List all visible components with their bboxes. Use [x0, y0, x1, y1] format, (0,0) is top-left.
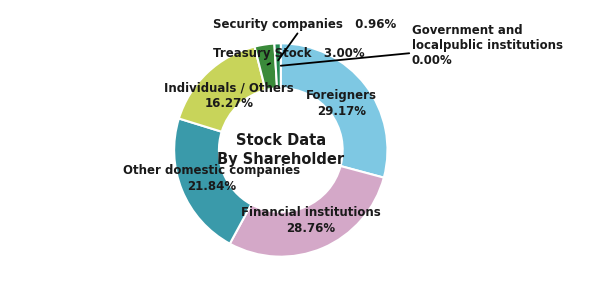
Text: Individuals / Others
16.27%: Individuals / Others 16.27% [164, 81, 294, 110]
Wedge shape [274, 43, 281, 88]
Wedge shape [179, 46, 266, 132]
Wedge shape [230, 166, 384, 257]
Text: Financial institutions
28.76%: Financial institutions 28.76% [241, 206, 381, 235]
Wedge shape [174, 118, 251, 244]
Text: Security companies   0.96%: Security companies 0.96% [212, 18, 396, 60]
Text: Other domestic companies
21.84%: Other domestic companies 21.84% [123, 164, 300, 193]
Text: Government and
localpublic institutions
0.00%: Government and localpublic institutions … [281, 24, 563, 67]
Text: Foreigners
29.17%: Foreigners 29.17% [306, 89, 377, 118]
Text: Stock Data
By Shareholder: Stock Data By Shareholder [217, 133, 344, 167]
Wedge shape [254, 44, 277, 90]
Text: Treasury Stock   3.00%: Treasury Stock 3.00% [212, 47, 364, 64]
Wedge shape [281, 43, 388, 178]
